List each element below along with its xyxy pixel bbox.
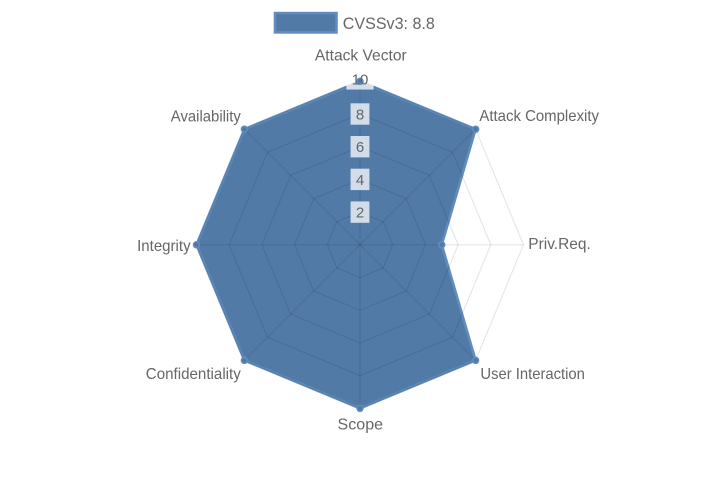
svg-text:Availability: Availability	[171, 108, 241, 125]
svg-text:Integrity: Integrity	[137, 238, 191, 255]
svg-text:4: 4	[356, 172, 364, 189]
svg-text:User Interaction: User Interaction	[480, 366, 585, 383]
svg-text:Priv.Req.: Priv.Req.	[528, 236, 591, 253]
svg-text:Attack Complexity: Attack Complexity	[479, 108, 599, 125]
svg-text:8: 8	[356, 106, 364, 123]
svg-text:Confidentiality: Confidentiality	[146, 366, 241, 383]
svg-text:CVSSv3: 8.8: CVSSv3: 8.8	[343, 14, 435, 33]
svg-text:Attack Vector: Attack Vector	[315, 48, 407, 65]
svg-text:2: 2	[356, 205, 364, 222]
svg-text:Scope: Scope	[338, 417, 384, 434]
svg-text:10: 10	[352, 71, 369, 88]
svg-text:6: 6	[356, 139, 364, 156]
